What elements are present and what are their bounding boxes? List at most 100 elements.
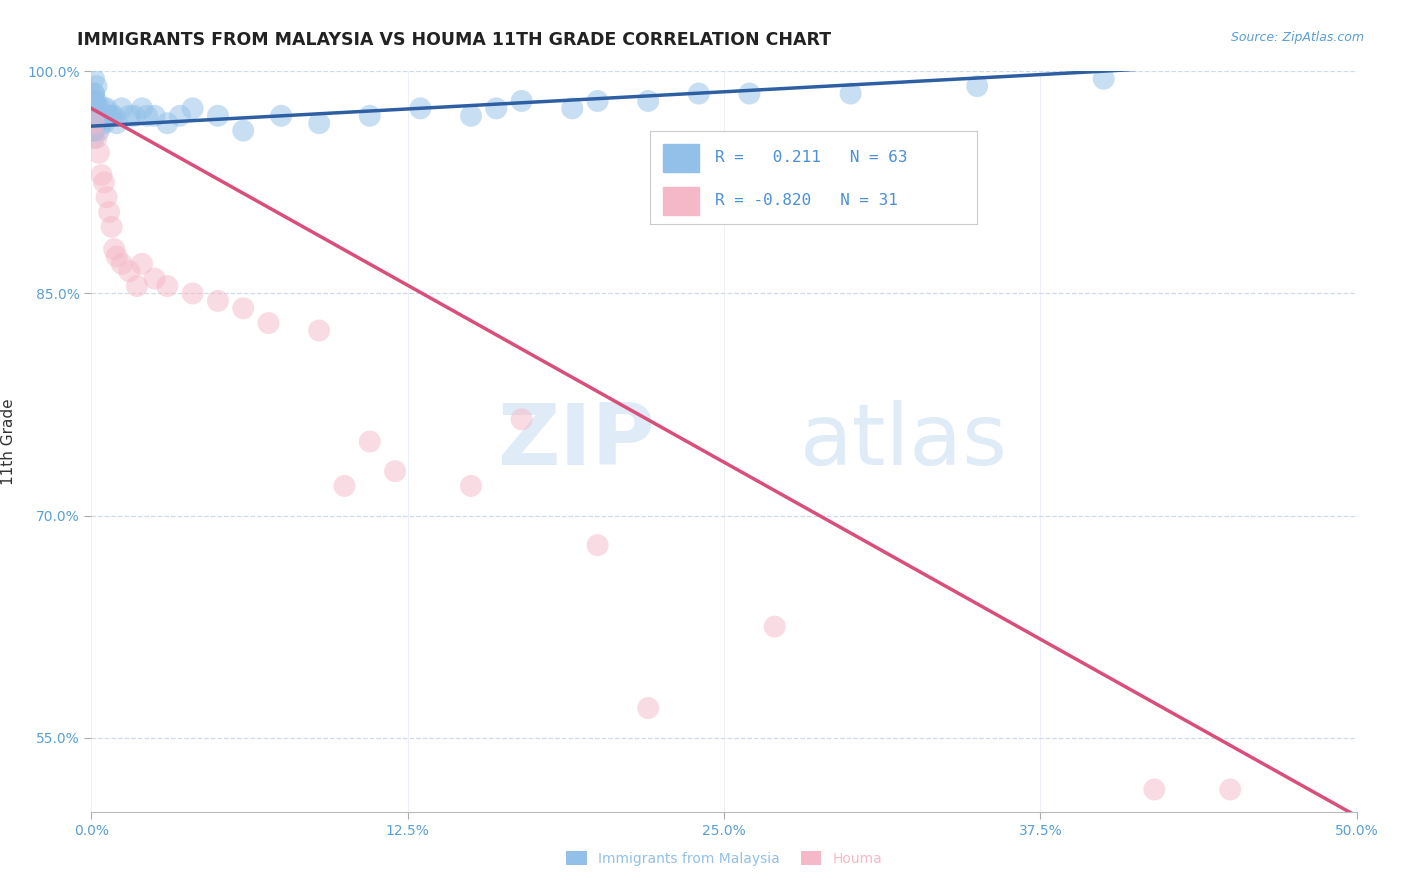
Point [86, 131, 108, 145]
Text: R =   0.211   N = 63: R = 0.211 N = 63 [716, 151, 908, 166]
Point [87, 109, 110, 123]
Text: atlas: atlas [800, 400, 1008, 483]
Point [87, 123, 110, 137]
Point [131, 102, 153, 116]
Point [738, 87, 761, 101]
Point [83, 109, 105, 123]
Point [87, 145, 110, 160]
Point [143, 271, 166, 285]
Point [100, 219, 122, 234]
Text: IMMIGRANTS FROM MALAYSIA VS HOUMA 11TH GRADE CORRELATION CHART: IMMIGRANTS FROM MALAYSIA VS HOUMA 11TH G… [77, 31, 831, 49]
Point [87, 102, 110, 116]
Point [359, 109, 381, 123]
Point [83, 123, 105, 137]
Point [125, 279, 148, 293]
Point [308, 116, 330, 130]
Point [100, 109, 122, 123]
Point [156, 116, 179, 130]
Point [86, 116, 108, 130]
Point [83, 123, 105, 137]
Point [83, 102, 105, 116]
Point [105, 116, 128, 130]
Point [86, 109, 108, 123]
Point [207, 293, 229, 308]
Point [257, 316, 280, 330]
Point [637, 94, 659, 108]
Point [136, 109, 159, 123]
Point [83, 123, 105, 137]
Point [83, 131, 105, 145]
Point [637, 701, 659, 715]
Point [86, 116, 108, 130]
Point [561, 102, 583, 116]
Point [83, 109, 105, 123]
Point [207, 109, 229, 123]
Point [1219, 782, 1241, 797]
Point [86, 94, 108, 108]
Point [103, 109, 125, 123]
Point [96, 102, 118, 116]
Point [586, 94, 609, 108]
Point [105, 249, 128, 264]
Point [181, 286, 204, 301]
Point [232, 301, 254, 316]
Point [83, 109, 105, 123]
Point [83, 116, 105, 130]
Point [86, 102, 108, 116]
Point [83, 102, 105, 116]
Point [409, 102, 432, 116]
Point [586, 538, 609, 552]
Point [688, 87, 710, 101]
Point [359, 434, 381, 449]
Point [124, 109, 146, 123]
Point [131, 257, 153, 271]
Point [93, 175, 115, 189]
Point [232, 123, 254, 137]
Point [98, 205, 121, 219]
Point [93, 116, 115, 130]
Point [96, 190, 118, 204]
Point [90, 116, 112, 130]
Point [485, 102, 508, 116]
Point [98, 109, 121, 123]
Point [83, 102, 105, 116]
Bar [662, 186, 699, 215]
Point [308, 324, 330, 338]
Point [90, 109, 112, 123]
Point [156, 279, 179, 293]
Point [90, 168, 112, 182]
Point [83, 94, 105, 108]
Point [270, 109, 292, 123]
Text: Source: ZipAtlas.com: Source: ZipAtlas.com [1230, 31, 1364, 45]
Point [83, 87, 105, 101]
Point [103, 242, 125, 256]
Point [83, 123, 105, 137]
Point [93, 102, 115, 116]
Text: R = -0.820   N = 31: R = -0.820 N = 31 [716, 194, 898, 208]
Point [96, 109, 118, 123]
Point [83, 71, 105, 86]
Point [83, 109, 105, 123]
Point [510, 412, 533, 426]
Point [966, 79, 988, 94]
Point [1143, 782, 1166, 797]
Text: ZIP: ZIP [496, 400, 654, 483]
Legend: Immigrants from Malaysia, Houma: Immigrants from Malaysia, Houma [561, 846, 887, 871]
Point [460, 109, 482, 123]
Point [384, 464, 406, 478]
Point [333, 479, 356, 493]
Point [83, 94, 105, 108]
Point [86, 116, 108, 130]
Bar [662, 145, 699, 172]
Point [181, 102, 204, 116]
Point [169, 109, 191, 123]
Point [839, 87, 862, 101]
Point [1092, 71, 1115, 86]
Point [460, 479, 482, 493]
Point [143, 109, 166, 123]
Y-axis label: 11th Grade: 11th Grade [1, 398, 15, 485]
Point [83, 87, 105, 101]
Point [86, 79, 108, 94]
Point [111, 102, 134, 116]
Point [763, 619, 786, 633]
